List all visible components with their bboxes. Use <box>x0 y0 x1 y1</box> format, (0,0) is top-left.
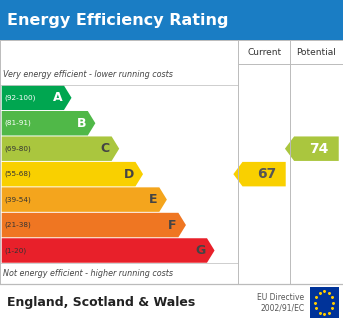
Polygon shape <box>2 111 95 135</box>
Text: 74: 74 <box>309 142 328 156</box>
FancyBboxPatch shape <box>310 287 339 318</box>
Text: C: C <box>101 142 110 155</box>
Text: Not energy efficient - higher running costs: Not energy efficient - higher running co… <box>3 269 174 278</box>
Text: 2002/91/EC: 2002/91/EC <box>260 303 305 312</box>
Text: EU Directive: EU Directive <box>258 293 305 302</box>
Text: England, Scotland & Wales: England, Scotland & Wales <box>7 296 195 309</box>
Text: A: A <box>52 91 62 104</box>
Text: (55-68): (55-68) <box>4 171 31 178</box>
Polygon shape <box>2 162 143 187</box>
Text: Very energy efficient - lower running costs: Very energy efficient - lower running co… <box>3 70 173 79</box>
Text: (39-54): (39-54) <box>4 196 31 203</box>
Text: (1-20): (1-20) <box>4 247 26 254</box>
Polygon shape <box>233 162 286 187</box>
Polygon shape <box>2 136 119 161</box>
Text: Potential: Potential <box>296 48 336 57</box>
Text: (92-100): (92-100) <box>4 95 35 101</box>
Polygon shape <box>2 187 167 212</box>
Text: (69-80): (69-80) <box>4 145 31 152</box>
Text: Energy Efficiency Rating: Energy Efficiency Rating <box>7 13 228 28</box>
Text: E: E <box>149 193 157 206</box>
Text: G: G <box>195 244 205 257</box>
Text: Current: Current <box>247 48 281 57</box>
Polygon shape <box>2 85 72 110</box>
Text: B: B <box>76 117 86 130</box>
Text: (81-91): (81-91) <box>4 120 31 126</box>
Text: D: D <box>123 168 134 181</box>
FancyBboxPatch shape <box>0 0 343 40</box>
Text: 67: 67 <box>257 167 276 181</box>
Text: (21-38): (21-38) <box>4 222 31 228</box>
Text: F: F <box>168 219 177 231</box>
Polygon shape <box>285 136 339 161</box>
Polygon shape <box>2 213 186 237</box>
Polygon shape <box>2 238 215 263</box>
